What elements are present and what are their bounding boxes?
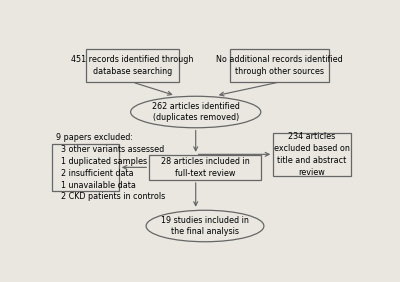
- Text: No additional records identified
through other sources: No additional records identified through…: [216, 55, 343, 76]
- Ellipse shape: [146, 210, 264, 242]
- FancyBboxPatch shape: [52, 144, 119, 191]
- Text: 19 studies included in
the final analysis: 19 studies included in the final analysi…: [161, 216, 249, 236]
- Text: 234 articles
excluded based on
title and abstract
review: 234 articles excluded based on title and…: [274, 132, 350, 177]
- FancyBboxPatch shape: [86, 49, 179, 81]
- FancyBboxPatch shape: [230, 49, 329, 81]
- Text: 262 articles identified
(duplicates removed): 262 articles identified (duplicates remo…: [152, 102, 240, 122]
- FancyBboxPatch shape: [273, 133, 351, 175]
- Text: 9 papers excluded:
  3 other variants assessed
  1 duplicated samples
  2 insuff: 9 papers excluded: 3 other variants asse…: [56, 133, 165, 201]
- Ellipse shape: [130, 96, 261, 128]
- FancyBboxPatch shape: [149, 155, 261, 180]
- Text: 451 records identified through
database searching: 451 records identified through database …: [71, 55, 193, 76]
- Text: 28 articles included in
full-text review: 28 articles included in full-text review: [161, 157, 249, 178]
